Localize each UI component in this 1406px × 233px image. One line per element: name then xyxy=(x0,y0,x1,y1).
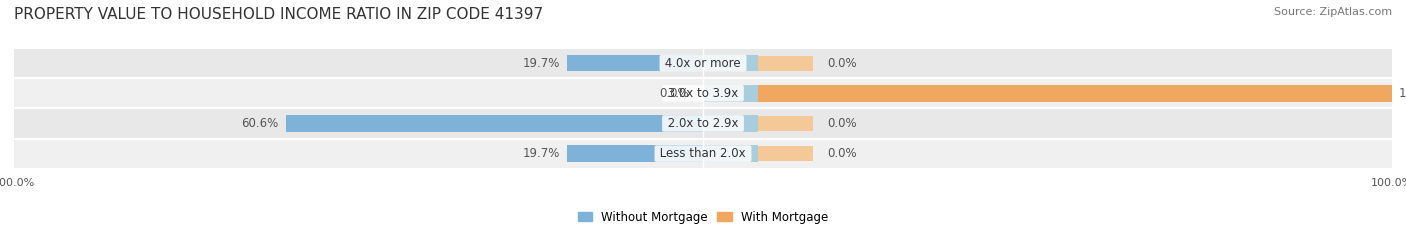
Text: 0.0%: 0.0% xyxy=(827,147,856,160)
Text: Source: ZipAtlas.com: Source: ZipAtlas.com xyxy=(1274,7,1392,17)
Bar xyxy=(703,85,1392,102)
Bar xyxy=(758,116,813,131)
Text: 2.0x to 2.9x: 2.0x to 2.9x xyxy=(664,117,742,130)
Legend: Without Mortgage, With Mortgage: Without Mortgage, With Mortgage xyxy=(574,206,832,229)
Bar xyxy=(285,115,703,132)
Bar xyxy=(703,55,758,71)
Text: 100.0%: 100.0% xyxy=(1399,87,1406,100)
Text: 0.0%: 0.0% xyxy=(827,57,856,70)
Bar xyxy=(14,108,1392,139)
Bar xyxy=(703,115,758,132)
Text: 19.7%: 19.7% xyxy=(523,57,561,70)
Bar xyxy=(14,78,1392,108)
Bar xyxy=(758,146,813,161)
Bar xyxy=(14,139,1392,169)
Text: 19.7%: 19.7% xyxy=(523,147,561,160)
Bar xyxy=(703,85,758,102)
Bar xyxy=(567,55,703,71)
Text: PROPERTY VALUE TO HOUSEHOLD INCOME RATIO IN ZIP CODE 41397: PROPERTY VALUE TO HOUSEHOLD INCOME RATIO… xyxy=(14,7,543,22)
Text: 0.0%: 0.0% xyxy=(827,117,856,130)
Text: 4.0x or more: 4.0x or more xyxy=(661,57,745,70)
Bar xyxy=(14,48,1392,78)
Bar xyxy=(567,145,703,162)
Bar xyxy=(758,56,813,71)
Text: Less than 2.0x: Less than 2.0x xyxy=(657,147,749,160)
Text: 3.0x to 3.9x: 3.0x to 3.9x xyxy=(664,87,742,100)
Text: 60.6%: 60.6% xyxy=(242,117,278,130)
Bar xyxy=(703,145,758,162)
Text: 0.0%: 0.0% xyxy=(659,87,689,100)
